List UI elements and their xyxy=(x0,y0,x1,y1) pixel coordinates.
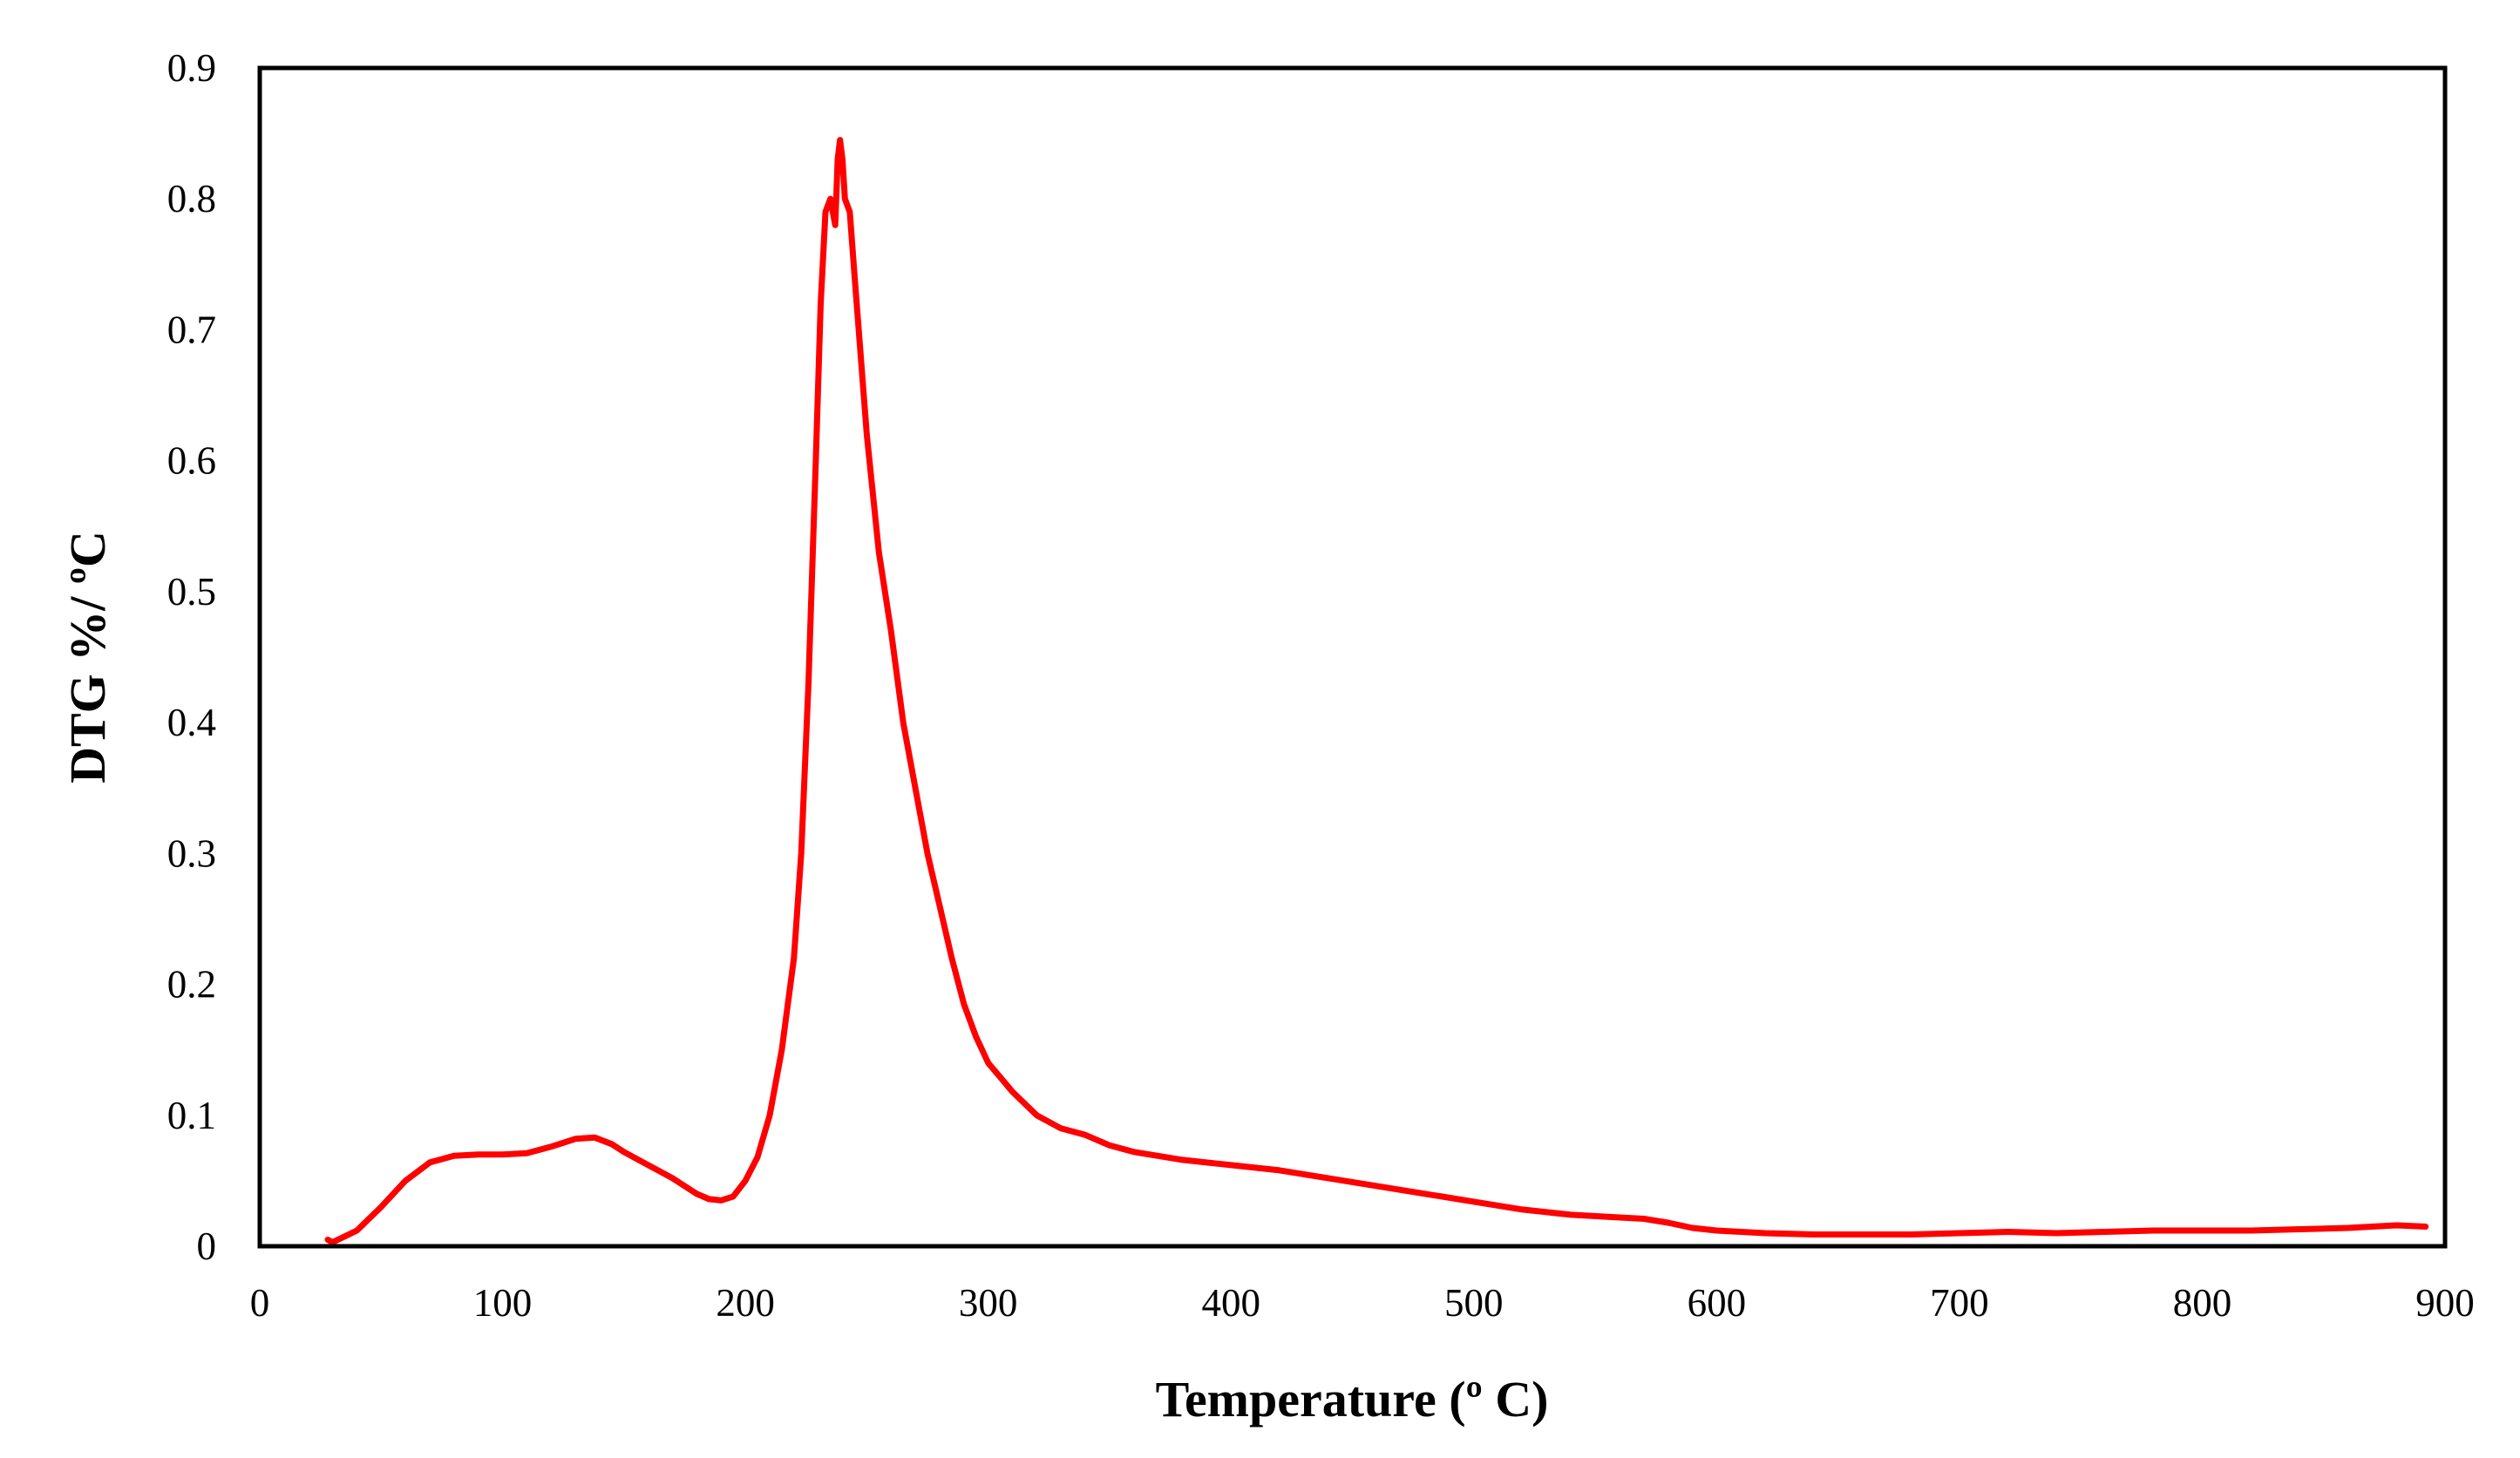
x-tick-label: 300 xyxy=(959,1281,1018,1325)
y-tick-label: 0.3 xyxy=(167,831,216,875)
plot-area-border xyxy=(257,65,2448,1249)
y-tick-label: 0.6 xyxy=(167,439,216,483)
y-tick-label: 0.1 xyxy=(167,1094,216,1137)
y-tick-label: 0.8 xyxy=(167,177,216,220)
y-tick-label: 0.2 xyxy=(167,963,216,1007)
x-tick-label: 600 xyxy=(1688,1281,1747,1325)
y-tick-label: 0.9 xyxy=(167,46,216,90)
x-tick-label: 400 xyxy=(1201,1281,1260,1325)
x-tick-label: 0 xyxy=(250,1281,270,1325)
y-axis-title: DTG %/ ºC xyxy=(59,531,116,783)
x-tick-label: 100 xyxy=(473,1281,533,1325)
x-tick-label: 700 xyxy=(1930,1281,1989,1325)
y-tick-label: 0.4 xyxy=(167,701,216,744)
dtg-series-line xyxy=(324,137,2429,1245)
x-tick-label: 900 xyxy=(2415,1281,2475,1325)
y-tick-label: 0.7 xyxy=(167,308,216,351)
x-axis-ticks: 0 100 200 300 400 500 600 700 800 900 xyxy=(250,1281,2475,1325)
x-tick-label: 200 xyxy=(716,1281,775,1325)
y-axis-ticks: 0 0.1 0.2 0.3 0.4 0.5 0.6 0.7 0.8 0.9 xyxy=(167,46,216,1268)
x-axis-title: Temperature (º C) xyxy=(1156,1371,1549,1427)
x-tick-label: 800 xyxy=(2173,1281,2232,1325)
y-tick-label: 0 xyxy=(197,1224,217,1268)
x-tick-label: 500 xyxy=(1444,1281,1504,1325)
y-tick-label: 0.5 xyxy=(167,570,216,614)
